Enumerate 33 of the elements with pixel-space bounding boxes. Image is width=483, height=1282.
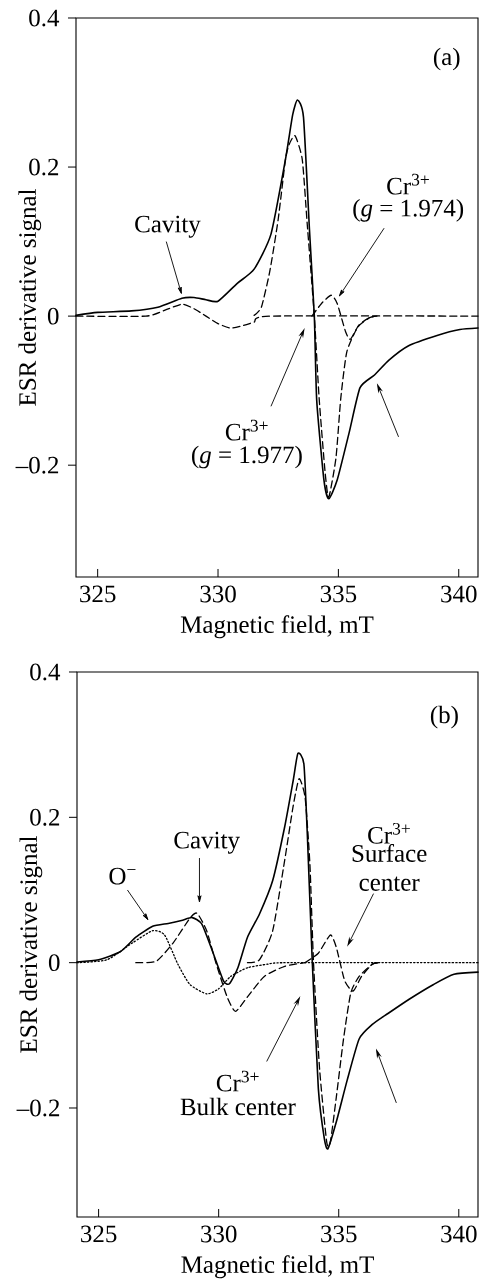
- annotation: Cavity: [174, 831, 240, 854]
- y-tick-label: 0.2: [29, 158, 59, 176]
- y-tick-label: 0.4: [29, 9, 60, 27]
- y-tick-label: 0.4: [30, 663, 61, 681]
- annotation: Bulk center: [180, 1097, 296, 1116]
- x-tick-label: 325: [81, 1225, 117, 1243]
- annotation: Cr$^{3+}$: [216, 1070, 259, 1092]
- x-tick-label: 335: [321, 1225, 357, 1243]
- annotation: (b): [430, 705, 458, 729]
- y-tick-label: –0.2: [15, 456, 59, 474]
- y-tick-label: 0: [47, 307, 59, 325]
- annotation: (a): [433, 47, 460, 71]
- x-tick-label: 335: [320, 585, 357, 603]
- x-tick-label: 325: [80, 585, 116, 603]
- x-axis-title: Magnetic field, mT: [180, 615, 374, 639]
- x-tick-label: 330: [200, 585, 236, 603]
- y-tick-label: 0: [48, 954, 60, 972]
- annotation: Cavity: [135, 215, 201, 238]
- annotation: O$^{−}$: [109, 867, 136, 885]
- annotation: Surface center: [352, 844, 427, 891]
- x-tick-label: 340: [441, 585, 477, 603]
- y-tick-label: –0.2: [16, 1099, 60, 1117]
- x-tick-label: 330: [201, 1225, 237, 1243]
- annotation: Cr$^{3+}$: [225, 419, 268, 441]
- annotation: (g = 1.974): [353, 198, 464, 222]
- y-tick-label: 0.2: [30, 808, 60, 826]
- y-axis-title: ESR derivative signal: [19, 835, 43, 1053]
- annotation: Cr$^{3+}$: [387, 173, 429, 195]
- annotation: Cr$^{3+}$: [368, 822, 410, 844]
- y-axis-title: ESR derivative signal: [18, 188, 42, 406]
- annotation: (g = 1.977): [192, 445, 302, 469]
- x-axis-title: Magnetic field, mT: [181, 1255, 374, 1279]
- x-tick-label: 340: [441, 1225, 477, 1243]
